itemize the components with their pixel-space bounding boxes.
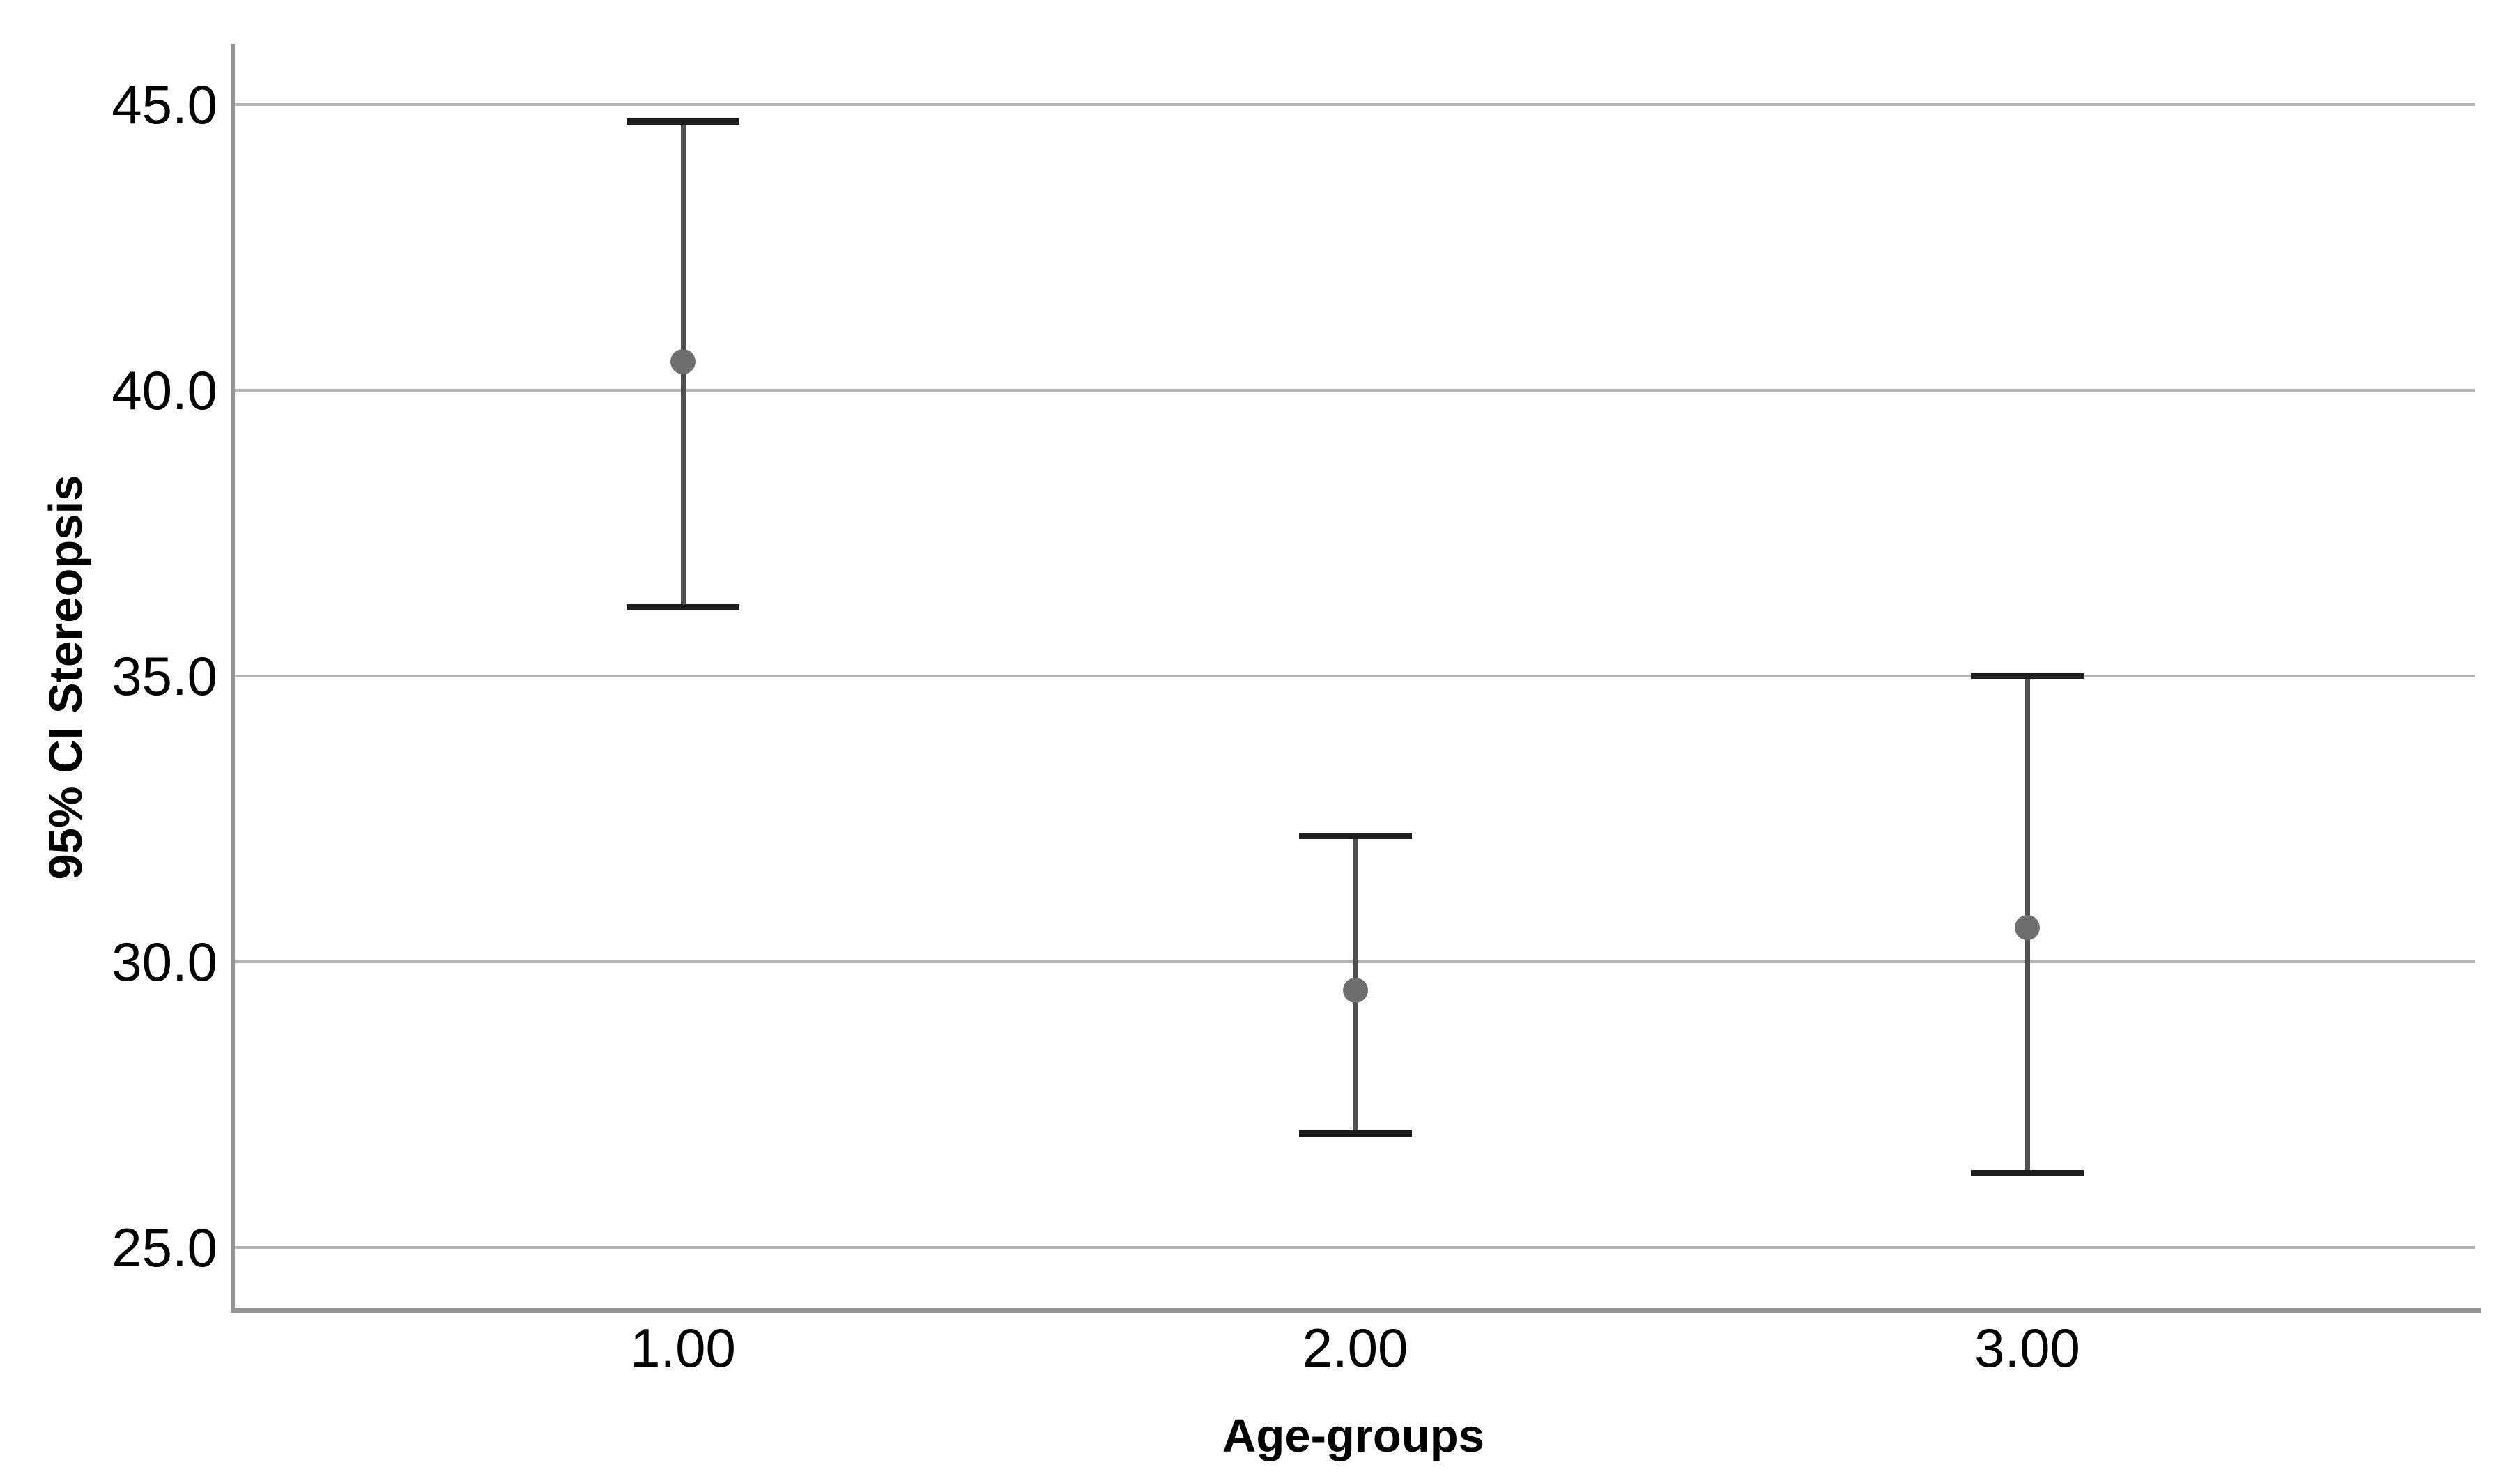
mean-dot — [670, 349, 696, 374]
mean-dot — [2015, 914, 2040, 940]
error-bar-cap-top — [627, 118, 739, 125]
x-axis-line — [231, 1308, 2481, 1313]
mean-dot — [1342, 978, 1368, 1003]
error-bar-cap-top — [1298, 833, 1412, 840]
y-axis-line — [231, 44, 235, 1313]
gridline — [235, 103, 2475, 106]
error-bar-cap-bottom — [1971, 1169, 2084, 1176]
error-bar-cap-top — [1971, 673, 2084, 679]
gridline — [235, 1246, 2475, 1249]
error-bar-cap-bottom — [627, 604, 739, 611]
x-tick-label: 2.00 — [1302, 1317, 1408, 1378]
x-tick-label: 1.00 — [630, 1317, 736, 1378]
x-tick-label: 3.00 — [1974, 1317, 2080, 1378]
y-tick-label: 30.0 — [112, 931, 217, 992]
y-tick-label: 40.0 — [112, 360, 217, 421]
y-tick-label: 25.0 — [112, 1217, 217, 1278]
x-axis-title: Age-groups — [1222, 1410, 1484, 1462]
error-bar-cap-bottom — [1298, 1130, 1412, 1137]
y-tick-label: 45.0 — [112, 74, 217, 135]
y-tick-label: 35.0 — [112, 645, 217, 707]
gridline — [235, 675, 2475, 677]
gridline — [235, 389, 2475, 392]
